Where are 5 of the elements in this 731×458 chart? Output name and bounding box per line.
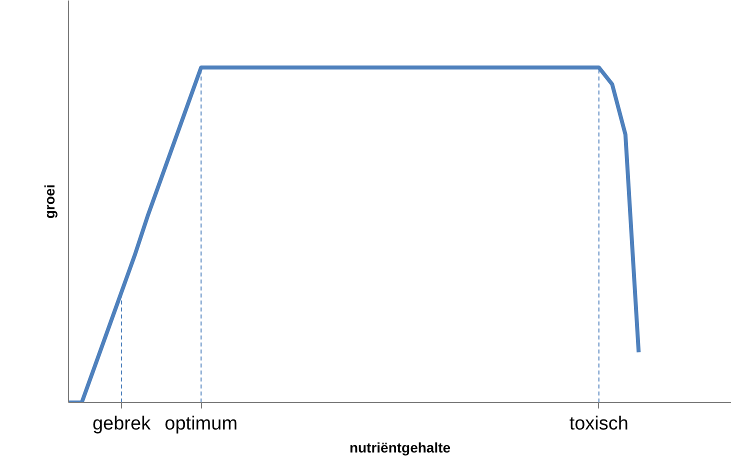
x-tick-label: gebrek	[92, 414, 152, 434]
y-axis-title: groei	[42, 184, 58, 219]
x-axis-title: nutriëntgehalte	[349, 440, 451, 456]
x-tick-label: optimum	[164, 414, 238, 434]
x-tick-label: toxisch	[569, 414, 628, 434]
